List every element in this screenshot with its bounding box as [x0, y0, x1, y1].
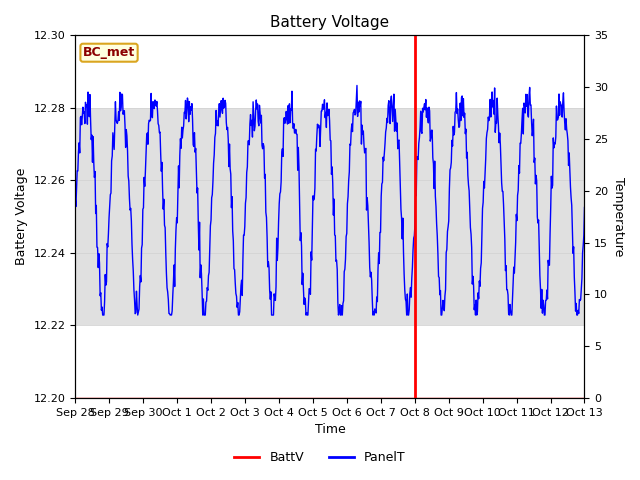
X-axis label: Time: Time — [314, 423, 345, 436]
Y-axis label: Battery Voltage: Battery Voltage — [15, 168, 28, 265]
Text: BC_met: BC_met — [83, 46, 135, 59]
Bar — [76, 108, 584, 325]
Legend: BattV, PanelT: BattV, PanelT — [229, 446, 411, 469]
Title: Battery Voltage: Battery Voltage — [270, 15, 390, 30]
Y-axis label: Temperature: Temperature — [612, 177, 625, 256]
